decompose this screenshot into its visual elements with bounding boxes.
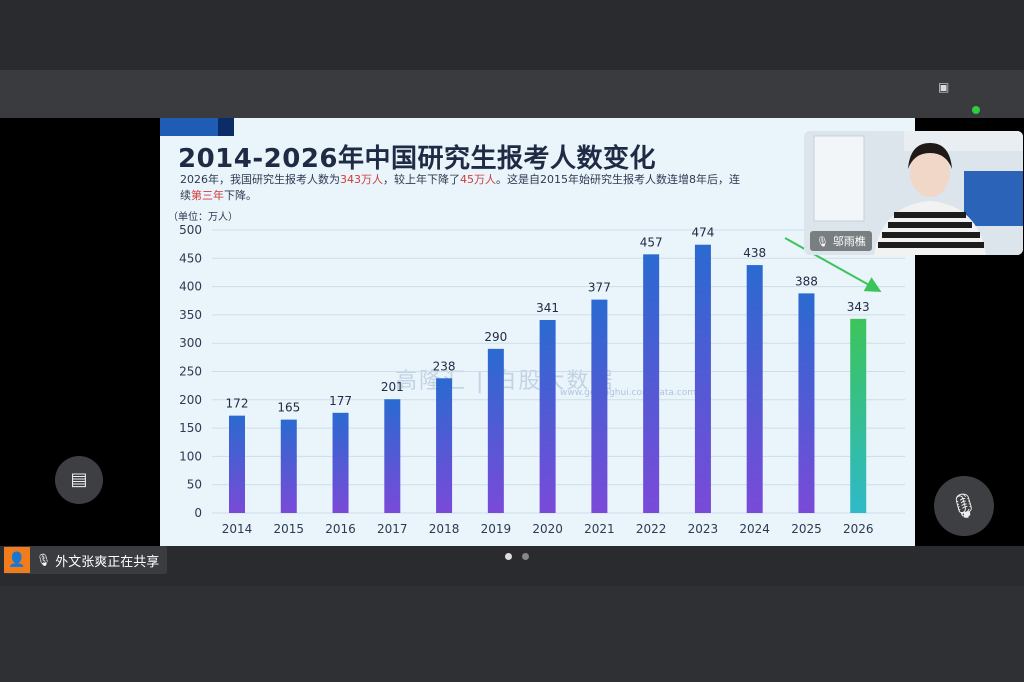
bar-value-label: 377 bbox=[588, 281, 611, 295]
slide-subtitle: 2026年，我国研究生报考人数为343万人，较上年下降了45万人。这是自2015… bbox=[180, 173, 740, 202]
x-tick-label: 2022 bbox=[636, 522, 667, 536]
bottom-bar bbox=[0, 546, 1024, 586]
mic-icon: 🎙 bbox=[816, 237, 829, 248]
x-tick-label: 2018 bbox=[429, 522, 460, 536]
x-tick-label: 2020 bbox=[532, 522, 563, 536]
bar-value-label: 341 bbox=[536, 301, 559, 315]
page-dot-1[interactable] bbox=[505, 553, 512, 560]
video-frame bbox=[804, 131, 1023, 255]
y-tick-label: 350 bbox=[179, 308, 202, 322]
mic-off-icon: 🎙 bbox=[36, 553, 52, 567]
bar-value-label: 177 bbox=[329, 394, 352, 408]
bar-2021 bbox=[591, 299, 608, 513]
bar-2014 bbox=[229, 415, 245, 513]
x-tick-label: 2026 bbox=[843, 522, 874, 536]
bar-value-label: 343 bbox=[847, 300, 870, 314]
microphone-button[interactable]: 🎙 bbox=[934, 476, 994, 536]
y-tick-label: 500 bbox=[179, 223, 202, 237]
microphone-icon: 🎙 bbox=[948, 492, 980, 520]
meeting-toolbar: ▣ bbox=[0, 70, 1024, 118]
page-indicator[interactable] bbox=[505, 553, 529, 560]
share-status-text: 外文张爽正在共享 bbox=[55, 554, 160, 570]
bar-2019 bbox=[487, 348, 504, 513]
bar-2018 bbox=[436, 378, 453, 513]
chart-unit-label: （单位：万人） bbox=[168, 212, 238, 223]
chat-toggle-button[interactable]: ▤ bbox=[55, 456, 103, 504]
bar-2020 bbox=[539, 319, 556, 513]
bar-value-label: 474 bbox=[691, 226, 714, 240]
bar-2023 bbox=[694, 244, 711, 513]
bar-value-label: 172 bbox=[226, 397, 249, 411]
lower-area bbox=[0, 586, 1024, 682]
x-tick-label: 2016 bbox=[325, 522, 356, 536]
y-tick-label: 200 bbox=[179, 393, 202, 407]
x-tick-label: 2014 bbox=[222, 522, 253, 536]
participant-name-tag: 🎙 邬雨樵 bbox=[810, 231, 872, 251]
connection-status-dot bbox=[972, 106, 980, 114]
bar-2017 bbox=[384, 399, 401, 513]
y-tick-label: 50 bbox=[187, 478, 202, 492]
user-avatar-icon: 👤 bbox=[4, 547, 30, 573]
x-tick-label: 2019 bbox=[481, 522, 512, 536]
y-tick-label: 300 bbox=[179, 336, 202, 350]
slide-accent-bar bbox=[160, 118, 232, 136]
bar-2024 bbox=[746, 265, 763, 513]
x-tick-label: 2021 bbox=[584, 522, 615, 536]
grid-icon[interactable]: ▣ bbox=[938, 80, 950, 94]
bar-value-label: 388 bbox=[795, 274, 818, 288]
bar-value-label: 438 bbox=[743, 246, 766, 260]
page-dot-2[interactable] bbox=[522, 553, 529, 560]
bar-2026 bbox=[850, 318, 867, 513]
y-tick-label: 250 bbox=[179, 365, 202, 379]
slide-title: 2014-2026年中国研究生报考人数变化 bbox=[178, 144, 657, 174]
x-tick-label: 2017 bbox=[377, 522, 408, 536]
bar-value-label: 457 bbox=[640, 235, 663, 249]
x-tick-label: 2024 bbox=[739, 522, 770, 536]
bar-value-label: 165 bbox=[277, 401, 300, 415]
x-tick-label: 2023 bbox=[688, 522, 719, 536]
y-tick-label: 400 bbox=[179, 280, 202, 294]
y-tick-label: 100 bbox=[179, 449, 202, 463]
bar-2016 bbox=[332, 412, 349, 513]
x-tick-label: 2015 bbox=[273, 522, 304, 536]
slide-accent-bar-dark bbox=[218, 118, 234, 136]
participant-video[interactable]: 🎙 邬雨樵 bbox=[804, 131, 1023, 255]
bar-2015 bbox=[280, 419, 297, 513]
bar-chart: 0 50 100 150 200 250 300 350 400 450 500 172 165 177… bbox=[179, 223, 905, 536]
bar-value-label: 238 bbox=[433, 359, 456, 373]
y-tick-label: 150 bbox=[179, 421, 202, 435]
trend-arrow bbox=[784, 237, 882, 292]
bar-2022 bbox=[643, 254, 660, 513]
y-tick-label: 0 bbox=[194, 506, 202, 520]
bar-value-label: 201 bbox=[381, 380, 404, 394]
x-tick-label: 2025 bbox=[791, 522, 822, 536]
top-bar bbox=[0, 0, 1024, 70]
y-tick-label: 450 bbox=[179, 251, 202, 265]
slide-watermark-url: www.gelonghui.com data.com bbox=[560, 388, 696, 398]
chat-icon: ▤ bbox=[70, 469, 88, 490]
participant-name: 邬雨樵 bbox=[832, 235, 866, 248]
bar-2025 bbox=[798, 293, 815, 513]
bar-value-label: 290 bbox=[484, 330, 507, 344]
screen-share-indicator[interactable]: 👤 🎙 外文张爽正在共享 bbox=[4, 546, 168, 574]
